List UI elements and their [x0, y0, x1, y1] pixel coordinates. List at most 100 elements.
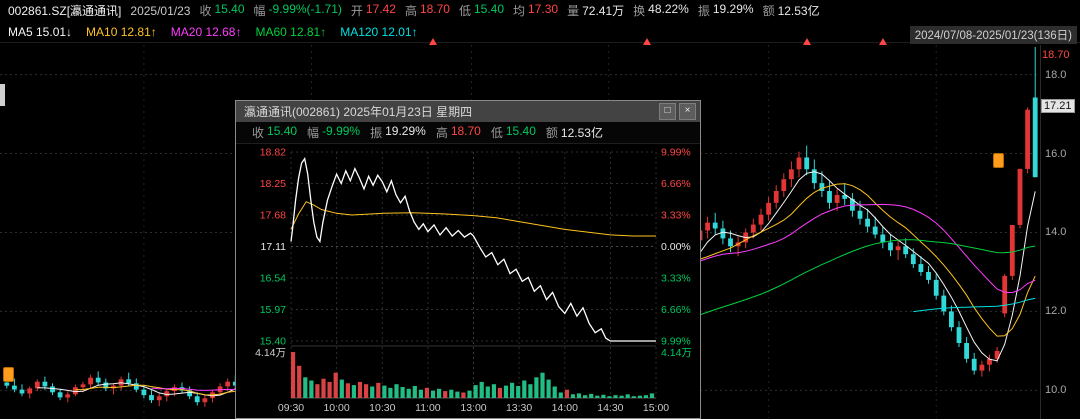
svg-text:14:30: 14:30: [597, 402, 623, 414]
svg-text:13:30: 13:30: [506, 402, 532, 414]
svg-text:11:00: 11:00: [415, 402, 441, 414]
stat-value: 19.29%: [712, 2, 754, 16]
trade-date: 2025/01/23: [130, 3, 191, 18]
header-stats: 收 15.40 幅 -9.99%(-1.71) 开 17.42 高 18.70 低 15.40 均 1…: [199, 2, 819, 19]
header-stat-收: 收 15.40: [199, 2, 244, 19]
header-stat-幅: 幅 -9.99%(-1.71): [254, 2, 342, 19]
stat-label: 幅: [307, 126, 320, 140]
popup-stats-bar: 收 15.40 幅 -9.99% 振 19.29% 高 18.70 低 15.40 额 12.53亿: [236, 122, 700, 144]
event-flag-icon[interactable]: [993, 153, 1005, 169]
svg-text:6.66%: 6.66%: [661, 304, 691, 316]
popup-stat-幅: 幅 -9.99%: [307, 124, 360, 141]
svg-text:18.82: 18.82: [260, 147, 286, 159]
close-window-button[interactable]: ×: [679, 103, 696, 120]
svg-text:16.54: 16.54: [260, 273, 286, 285]
intraday-axis-labels: 18.82 18.25 17.68 17.11 16.54 15.97 15.40 9.99%…: [255, 147, 692, 415]
popup-title: 瀛通通讯(002861) 2025年01月23日 星期四: [244, 105, 473, 119]
svg-text:10:00: 10:00: [323, 402, 349, 414]
svg-text:17.11: 17.11: [261, 241, 287, 253]
header-stat-额: 额 12.53亿: [763, 2, 820, 19]
restore-window-button[interactable]: □: [659, 103, 676, 120]
daily-y-tick: 10.0: [1045, 384, 1067, 397]
svg-text:14:00: 14:00: [552, 402, 578, 414]
stat-label: 高: [404, 4, 417, 18]
svg-text:9.99%: 9.99%: [661, 336, 691, 348]
svg-text:15:00: 15:00: [643, 402, 669, 414]
left-edge-handle[interactable]: [0, 84, 5, 106]
signal-arrow-icon: [642, 38, 651, 45]
top-info-bar: 002861.SZ[瀛通通讯] 2025/01/23 收 15.40 幅 -9.99%…: [0, 0, 1080, 21]
stat-value: 48.22%: [648, 2, 689, 16]
svg-text:15.40: 15.40: [260, 336, 286, 348]
header-stat-高: 高 18.70: [405, 2, 450, 19]
header-stat-均: 均 17.30: [513, 2, 558, 19]
last-price-badge: 17.21: [1041, 99, 1075, 113]
signal-arrow-icon: [429, 38, 438, 45]
header-stat-量: 量 72.41万: [567, 2, 624, 19]
ma-value-MA60: MA60 12.81↑: [255, 24, 327, 39]
stat-value: 15.40: [474, 2, 505, 16]
stat-value: 12.53亿: [560, 126, 603, 140]
popup-stat-收: 收 15.40: [252, 124, 297, 141]
intraday-grid: [290, 151, 657, 399]
stat-value: 15.40: [214, 2, 245, 16]
svg-text:6.66%: 6.66%: [661, 178, 691, 190]
daily-y-tick: 14.0: [1045, 226, 1067, 239]
stat-value: 19.29%: [385, 124, 426, 138]
svg-text:13:00: 13:00: [460, 402, 486, 414]
svg-text:09:30: 09:30: [278, 402, 304, 414]
ma-value-MA20: MA20 12.68↑: [170, 24, 242, 39]
date-range-label[interactable]: 2024/07/08-2025/01/23(136日): [909, 26, 1077, 44]
event-flag-icon[interactable]: [2, 366, 14, 382]
svg-text:4.14万: 4.14万: [255, 347, 286, 359]
popup-stat-振: 振 19.29%: [370, 124, 426, 141]
stat-label: 开: [350, 4, 363, 18]
stat-label: 高: [435, 126, 448, 140]
signal-arrow-icon: [802, 38, 811, 45]
stat-value: 72.41万: [582, 4, 625, 18]
stat-label: 幅: [253, 4, 266, 18]
header-stat-振: 振 19.29%: [698, 2, 754, 19]
stat-value: 17.30: [528, 2, 559, 16]
svg-text:3.33%: 3.33%: [661, 210, 691, 222]
stat-label: 额: [545, 126, 558, 140]
popup-stat-低: 低 15.40: [491, 124, 536, 141]
svg-text:0.00%: 0.00%: [661, 241, 691, 253]
svg-text:18.25: 18.25: [260, 178, 286, 190]
signal-arrow-icon: [878, 38, 887, 45]
daily-y-tick: 18.0: [1045, 68, 1067, 81]
svg-text:3.33%: 3.33%: [661, 273, 691, 285]
stat-label: 振: [370, 126, 383, 140]
stat-label: 均: [513, 4, 526, 18]
daily-y-tick: 12.0: [1045, 305, 1067, 318]
intraday-chart[interactable]: 18.82 18.25 17.68 17.11 16.54 15.97 15.40 9.99%…: [236, 144, 700, 419]
svg-text:9.99%: 9.99%: [661, 147, 691, 159]
svg-text:17.68: 17.68: [260, 210, 286, 222]
stock-symbol[interactable]: 002861.SZ[瀛通通讯]: [8, 4, 122, 18]
svg-text:4.14万: 4.14万: [661, 347, 692, 359]
day-high-axis-label: 18.70: [1042, 49, 1070, 61]
stat-label: 收: [252, 126, 265, 140]
ma-indicator-bar: MA5 15.01↓ MA10 12.81↑ MA20 12.68↑ MA60 12.…: [0, 21, 1080, 43]
ma-value-MA120: MA120 12.01↑: [340, 24, 418, 39]
stat-value: -9.99%: [322, 124, 361, 138]
avg-price-line: [290, 201, 656, 237]
popup-title-bar[interactable]: 瀛通通讯(002861) 2025年01月23日 星期四 □ ×: [236, 101, 700, 122]
header-stat-开: 开 17.42: [351, 2, 396, 19]
stat-label: 低: [458, 4, 471, 18]
popup-stat-额: 额 12.53亿: [546, 124, 603, 141]
stat-value: 17.42: [365, 2, 396, 16]
stat-value: 12.53亿: [777, 4, 820, 18]
stat-label: 振: [697, 4, 710, 18]
svg-text:15.97: 15.97: [260, 304, 286, 316]
daily-y-tick: 16.0: [1045, 147, 1067, 160]
ma-value-MA5: MA5 15.01↓: [8, 24, 73, 39]
stat-value: 15.40: [267, 124, 298, 138]
stat-value: 18.70: [450, 124, 481, 138]
stat-label: 收: [199, 4, 212, 18]
stat-value: 18.70: [419, 2, 450, 16]
svg-text:10:30: 10:30: [369, 402, 395, 414]
header-stat-低: 低 15.40: [459, 2, 504, 19]
header-stat-换: 换 48.22%: [633, 2, 689, 19]
